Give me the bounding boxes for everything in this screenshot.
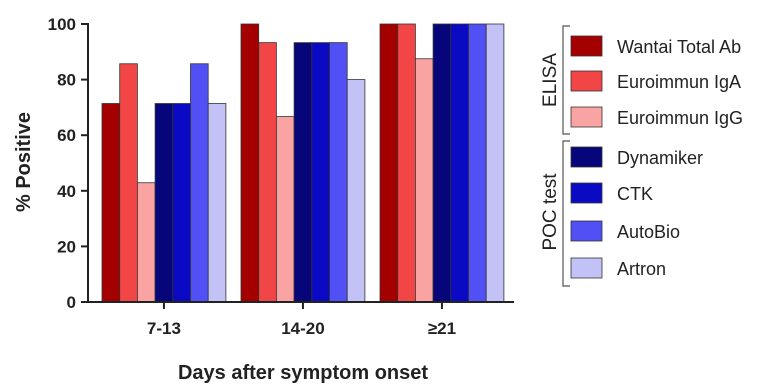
- bar: [136, 182, 156, 303]
- bar: [207, 103, 227, 303]
- legend-label: Dynamiker: [617, 148, 703, 168]
- x-tick-label: 7-13: [147, 319, 181, 338]
- legend-swatch: [570, 257, 603, 279]
- legend-label: Wantai Total Ab: [617, 37, 741, 57]
- bar: [414, 58, 434, 303]
- bar: [468, 23, 487, 303]
- legend-label: Artron: [617, 259, 666, 279]
- bar: [485, 23, 505, 303]
- x-tick-label: 14-20: [281, 319, 324, 338]
- bar: [311, 42, 330, 303]
- bar: [275, 116, 295, 303]
- bar: [397, 23, 416, 303]
- y-tick-label: 100: [48, 15, 76, 34]
- legend-swatch: [570, 182, 603, 204]
- bar: [346, 79, 366, 303]
- legend-swatch: [570, 146, 603, 168]
- y-tick-label: 20: [57, 237, 76, 256]
- x-tick-label: ≥21: [428, 319, 456, 338]
- bar: [329, 42, 348, 303]
- x-axis-title: Days after symptom onset: [178, 362, 428, 384]
- legend-label: AutoBio: [617, 222, 680, 242]
- legend-group-bracket: [562, 140, 570, 287]
- legend-group-label: ELISA: [540, 53, 561, 107]
- legend-label: Euroimmun IgA: [617, 72, 741, 92]
- bar: [379, 23, 399, 303]
- legend-swatch: [570, 70, 603, 92]
- bar: [450, 23, 469, 303]
- bar: [240, 23, 260, 303]
- bar: [258, 42, 277, 303]
- x-axis-ticks: 7-13 14-20 ≥21: [147, 302, 456, 338]
- bars: [101, 23, 505, 303]
- legend-swatch: [570, 106, 603, 128]
- legend-group-bracket: [562, 25, 570, 135]
- bar: [293, 42, 313, 303]
- legend-group-label: POC test: [540, 173, 561, 251]
- legend: Wantai Total Ab Euroimmun IgA Euroimmun Ig…: [540, 25, 743, 287]
- y-tick-label: 80: [57, 71, 76, 90]
- bar: [432, 23, 452, 303]
- legend-label: CTK: [617, 184, 653, 204]
- y-tick-label: 40: [57, 182, 76, 201]
- bar: [172, 103, 191, 303]
- bar: [119, 63, 138, 303]
- bar: [190, 63, 209, 303]
- legend-swatch: [570, 220, 603, 242]
- bar: [101, 103, 121, 303]
- y-axis-ticks: 0 20 40 60 80 100: [48, 15, 88, 312]
- y-axis-title: % Positive: [13, 112, 35, 212]
- legend-swatch: [570, 35, 603, 57]
- bar: [154, 103, 174, 303]
- y-tick-label: 0: [67, 293, 76, 312]
- y-tick-label: 60: [57, 126, 76, 145]
- legend-label: Euroimmun IgG: [617, 108, 743, 128]
